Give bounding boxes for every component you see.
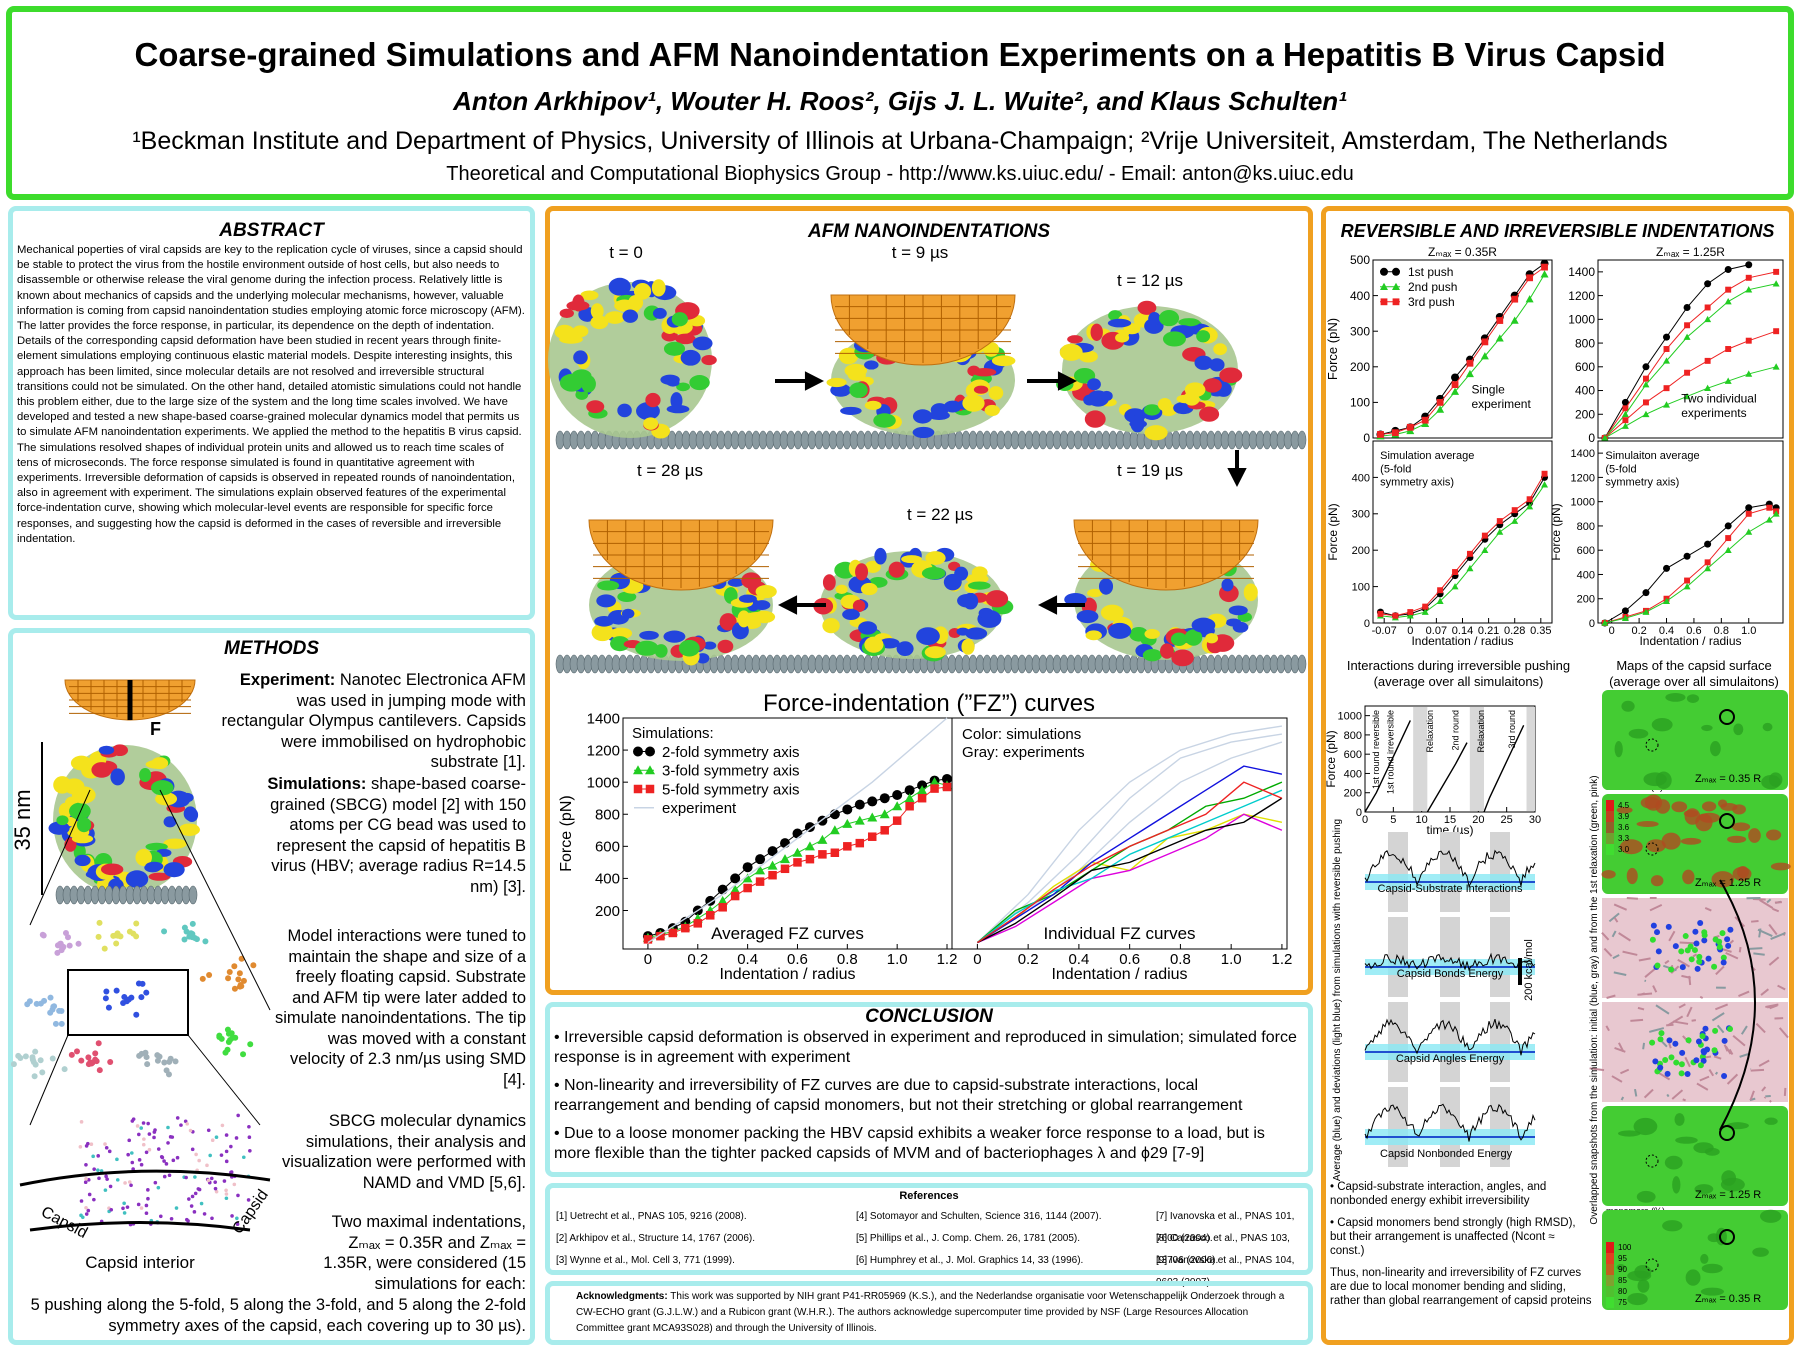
text: This work was supported by NIH grant P41… xyxy=(576,1291,1285,1334)
conclusion-heading: CONCLUSION xyxy=(865,1006,993,1027)
fz-title: Force-indentation (”FZ”) curves xyxy=(762,690,1096,717)
lead: Experiment: xyxy=(239,671,336,689)
reference: [2] Arkhipov et al., Structure 14, 1767 … xyxy=(556,1233,756,1244)
text: Nanotec Electronica AFM was used in jump… xyxy=(221,671,526,771)
methods-paragraph: Experiment: Nanotec Electronica AFM was … xyxy=(218,670,526,773)
methods-paragraph: SBCG molecular dynamics simulations, the… xyxy=(280,1111,526,1193)
lead: Acknowledgments: xyxy=(576,1291,668,1302)
methods-last: Two maximal indentations, Zₘₐₓ = 0.35R a… xyxy=(323,1213,526,1293)
text: Model interactions were tuned to maintai… xyxy=(274,927,526,1089)
affiliations: ¹Beckman Institute and Department of Phy… xyxy=(132,127,1668,155)
interactions-title: Interactions during irreversible pushing… xyxy=(1346,658,1571,689)
conclusion-list: • Irreversible capsid deformation is obs… xyxy=(554,1028,1304,1163)
conclusion-box xyxy=(545,1002,1313,1177)
lead: Simulations: xyxy=(267,775,367,793)
reference: [7] Ivanovska et al., PNAS 101, 7600 (20… xyxy=(1156,1211,1295,1244)
references-heading: References xyxy=(899,1190,959,1202)
reference: [8] Carrasco et al., PNAS 103, 13706 (20… xyxy=(1156,1233,1290,1266)
reference: [1] Uetrecht et al., PNAS 105, 9216 (200… xyxy=(556,1211,747,1222)
afm-box xyxy=(545,206,1313,995)
reference: [3] Wynne et al., Mol. Cell 3, 771 (1999… xyxy=(556,1255,735,1266)
header-box xyxy=(6,6,1794,200)
conclusion-item: • Due to a loose monomer packing the HBV… xyxy=(554,1125,1265,1162)
bullet: • Capsid-substrate interaction, angles, … xyxy=(1330,1181,1547,1207)
reference: [4] Sotomayor and Schulten, Science 316,… xyxy=(856,1211,1102,1222)
summary: Thus, non-linearity and irreversibility … xyxy=(1330,1267,1592,1307)
abstract-heading: ABSTRACT xyxy=(219,220,324,241)
methods-paragraph: Simulations: shape-based coarse-grained … xyxy=(258,774,526,897)
rmsd-label: RMSD for individual monomers (Å) xyxy=(1606,760,1664,792)
afm-heading: AFM NANOINDENTATIONS xyxy=(807,221,1051,242)
text: SBCG molecular dynamics simulations, the… xyxy=(282,1112,526,1192)
conclusion-item: • Non-linearity and irreversibility of F… xyxy=(554,1077,1243,1114)
reference: [9] Ivanovska et al., PNAS 104, 9603 (20… xyxy=(1156,1255,1295,1288)
references-box xyxy=(545,1183,1313,1275)
methods-last-wide: 5 pushing along the 5-fold, 5 along the … xyxy=(30,1296,526,1335)
ack-box xyxy=(545,1281,1313,1345)
methods-box xyxy=(8,628,535,1345)
abstract-box xyxy=(8,206,535,620)
text: shape-based coarse-grained (SBCG) model … xyxy=(270,775,526,896)
right-bullets: • Capsid-substrate interaction, angles, … xyxy=(1330,1180,1592,1308)
authors: Anton Arkhipov¹, Wouter H. Roos², Gijs J… xyxy=(453,86,1347,116)
reference: [5] Phillips et al., J. Comp. Chem. 26, … xyxy=(856,1233,1080,1244)
title: Coarse-grained Simulations and AFM Nanoi… xyxy=(134,36,1666,73)
right-box xyxy=(1321,206,1794,1345)
references-list: [1] Uetrecht et al., PNAS 105, 9216 (200… xyxy=(556,1206,1306,1288)
group: Theoretical and Computational Biophysics… xyxy=(446,163,1354,185)
methods-heading: METHODS xyxy=(224,638,319,659)
conclusion-item: • Irreversible capsid deformation is obs… xyxy=(554,1029,1297,1066)
acknowledgments: Acknowledgments: This work was supported… xyxy=(576,1289,1296,1337)
maps-title: Maps of the capsid surface (average over… xyxy=(1609,658,1779,689)
right-heading: REVERSIBLE AND IRREVERSIBLE INDENTATIONS xyxy=(1340,221,1775,241)
bullet: • Capsid monomers bend strongly (high RM… xyxy=(1330,1217,1576,1257)
ncont-label: Ncont, number of native contacts for ind… xyxy=(1606,1162,1666,1216)
abstract-text: Mechanical poperties of viral capsids ar… xyxy=(17,244,525,545)
methods-paragraph: Model interactions were tuned to maintai… xyxy=(270,926,526,1090)
reference: [6] Humphrey et al., J. Mol. Graphics 14… xyxy=(856,1255,1084,1266)
